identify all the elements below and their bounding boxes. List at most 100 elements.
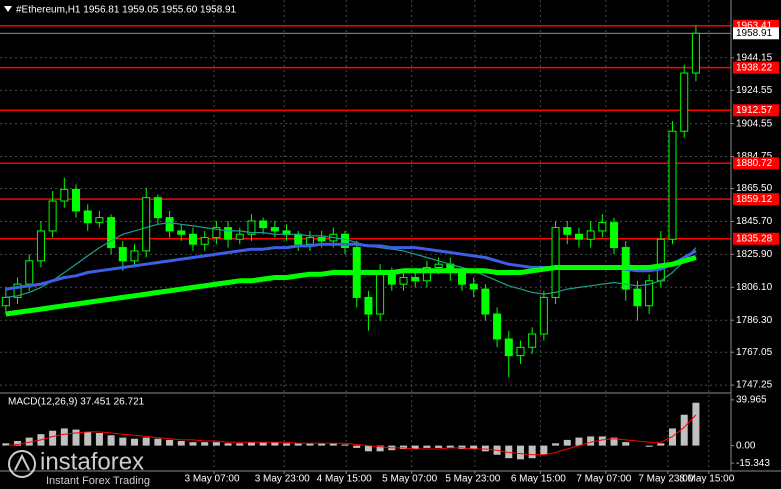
macd-bar [423, 445, 431, 448]
candle-body [83, 210, 92, 224]
candle-body [504, 338, 513, 357]
macd-bar [470, 445, 478, 450]
macd-bar [552, 443, 560, 446]
macd-bar [411, 445, 419, 450]
candle-body [130, 250, 139, 262]
candle-body [60, 188, 69, 202]
macd-bar [341, 444, 349, 446]
macd-bar [84, 431, 92, 446]
macd-bar [271, 442, 279, 446]
candle-body [247, 220, 256, 235]
macd-bar [25, 437, 33, 446]
level-label-box [733, 232, 779, 245]
candle-body [457, 271, 467, 285]
y-tick-label: 1884.75 [736, 151, 773, 162]
y-tick-label: 1865.50 [736, 183, 773, 194]
macd-bar [107, 435, 115, 446]
candle-body [118, 247, 127, 262]
y-tick-label: 1924.55 [736, 85, 773, 96]
candle-body [586, 230, 595, 240]
x-tick-label: 7 May 07:00 [576, 474, 631, 485]
macd-bar [306, 443, 314, 446]
moving-average [5, 222, 697, 298]
macd-bar [60, 428, 68, 446]
macd-bar [528, 445, 536, 459]
candle-body [376, 271, 385, 315]
candle-body [691, 32, 700, 74]
candle-body [107, 217, 116, 249]
macd-bar [540, 445, 548, 455]
macd-bar [364, 445, 372, 452]
macd-bar [49, 430, 57, 446]
candle-body [212, 227, 221, 239]
candle-body [680, 72, 689, 132]
candle-body [563, 227, 572, 235]
macd-bar [400, 445, 408, 450]
candle-body [270, 227, 279, 232]
candle-body [551, 227, 560, 298]
last-price-label: 1958.91 [736, 28, 773, 39]
x-tick-label: 3 May 07:00 [185, 474, 240, 485]
macd-bar [505, 445, 513, 459]
candle-body [341, 233, 350, 249]
candle-body [259, 220, 268, 229]
macd-bar [2, 443, 10, 446]
y-tick-label: 1904.55 [736, 118, 773, 129]
macd-bar [587, 436, 595, 446]
watermark-tagline: Instant Forex Trading [46, 475, 150, 487]
x-tick-label: 8 May 15:00 [679, 474, 734, 485]
grid [0, 0, 731, 470]
level-label-box [733, 157, 779, 170]
candle-body [469, 283, 478, 290]
macd-bar [318, 443, 326, 446]
macd-bar [130, 438, 139, 446]
y-tick-label: 1747.25 [736, 380, 773, 391]
candle-body [598, 222, 607, 232]
macd-bar [224, 443, 232, 446]
moving-average [5, 255, 697, 317]
x-tick-label: 4 May 15:00 [317, 474, 372, 485]
macd-bar [247, 442, 255, 446]
level-label-box [733, 61, 779, 74]
y-tick-label: 1786.30 [736, 315, 773, 326]
x-tick-label: 7 May 23:00 [638, 474, 693, 485]
macd-bar [166, 439, 174, 446]
macd-bar [294, 443, 302, 446]
menu-icon[interactable] [4, 6, 12, 12]
x-tick-label: 5 May 23:00 [445, 474, 500, 485]
macd-bar [14, 441, 22, 446]
y-tick-label: 1845.70 [736, 216, 773, 227]
y-tick-label: 1767.05 [736, 347, 773, 358]
macd-bar [259, 442, 267, 446]
y-tick-label: 0.00 [736, 440, 756, 451]
macd-bar [142, 437, 150, 446]
macd-bar [680, 414, 688, 446]
macd-bar [236, 443, 244, 446]
candle-body [72, 188, 81, 212]
level-label: 1963.41 [736, 20, 773, 31]
level-label-box [733, 104, 779, 117]
macd-bar [283, 443, 291, 446]
macd-bar [177, 441, 185, 446]
candle-body [188, 233, 197, 245]
candle-body [610, 222, 619, 249]
macd-bar [622, 442, 630, 446]
macd-bar [481, 445, 489, 452]
candle-body [177, 230, 186, 235]
y-tick-label: 39.965 [736, 394, 767, 405]
level-label-box [733, 193, 779, 206]
macd-bar [201, 442, 209, 446]
candle-body [434, 263, 443, 269]
macd-bar [692, 402, 700, 446]
candle-body [317, 237, 326, 242]
level-label: 1835.28 [736, 233, 773, 244]
candle-body [13, 283, 22, 298]
candle-body [48, 200, 57, 232]
logo-icon [8, 450, 36, 478]
candle-body [153, 197, 162, 219]
candle-body [200, 237, 209, 245]
macd-title: MACD(12,26,9) 37.451 26.721 [8, 397, 145, 408]
y-tick-label: 1944.15 [736, 52, 773, 63]
